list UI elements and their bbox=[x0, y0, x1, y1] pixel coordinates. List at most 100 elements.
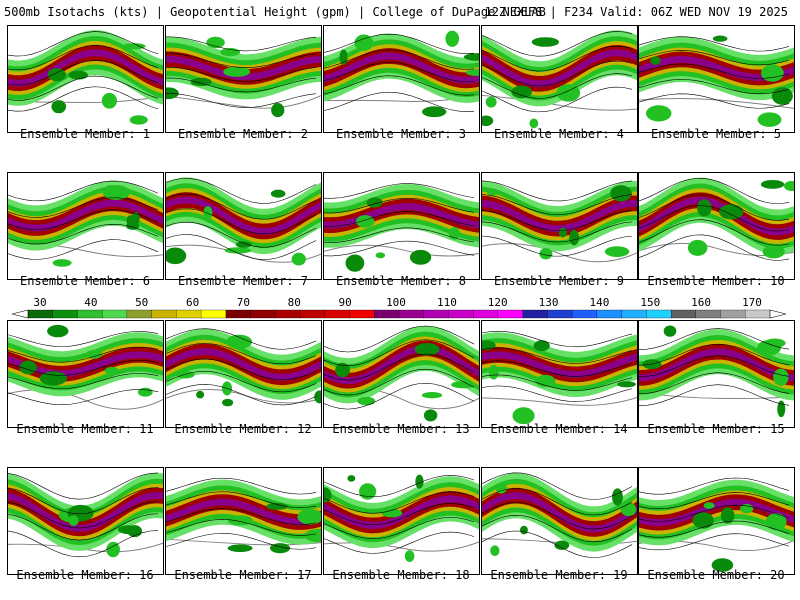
jet-stream-map bbox=[482, 180, 637, 263]
height-contour bbox=[482, 502, 633, 530]
height-contour bbox=[482, 330, 633, 348]
height-contour bbox=[482, 180, 633, 202]
ensemble-map-panel bbox=[7, 467, 164, 575]
height-contour bbox=[324, 198, 475, 214]
wind-speed-blob bbox=[620, 502, 637, 517]
height-contour bbox=[639, 63, 790, 79]
height-contour bbox=[166, 328, 317, 350]
height-contour bbox=[324, 491, 475, 514]
height-contour bbox=[482, 60, 633, 87]
colorbar-left-arrow bbox=[11, 309, 29, 319]
height-contour bbox=[324, 368, 475, 396]
ensemble-member-label: Ensemble Member: 18 bbox=[332, 568, 470, 582]
wind-speed-blob bbox=[663, 325, 677, 337]
colorbar-swatch bbox=[275, 309, 301, 319]
height-contour bbox=[8, 45, 159, 71]
height-contour bbox=[639, 50, 790, 66]
ensemble-member-label: Ensemble Member: 19 bbox=[490, 568, 628, 582]
wind-speed-blob bbox=[757, 112, 782, 127]
ensemble-member-label: Ensemble Member: 10 bbox=[647, 274, 785, 288]
jet-stream-map bbox=[8, 180, 163, 267]
colorbar-swatch bbox=[497, 309, 524, 319]
height-contour bbox=[324, 517, 475, 539]
height-contour bbox=[482, 210, 633, 231]
colorbar-tick-label: 90 bbox=[338, 296, 351, 309]
wind-speed-blob bbox=[487, 188, 498, 196]
ensemble-map-panel bbox=[7, 25, 164, 133]
wind-speed-blob bbox=[687, 239, 708, 256]
ensemble-member-label: Ensemble Member: 20 bbox=[647, 568, 785, 582]
colorbar-tick-label: 170 bbox=[742, 296, 762, 309]
height-contour bbox=[324, 353, 475, 381]
ensemble-map-panel bbox=[638, 172, 795, 280]
wind-speed-blob bbox=[52, 259, 72, 267]
wind-speed-blob bbox=[711, 558, 734, 572]
colorbar-swatch bbox=[670, 309, 697, 319]
height-contour bbox=[8, 530, 159, 558]
colorbar-tick-label: 30 bbox=[33, 296, 46, 309]
wind-speed-blob bbox=[68, 515, 79, 526]
ensemble-map-panel bbox=[165, 172, 322, 280]
ensemble-map-panel bbox=[165, 467, 322, 575]
ensemble-map-panel bbox=[481, 320, 638, 428]
wind-speed-blob bbox=[47, 324, 69, 338]
wind-speed-blob bbox=[463, 53, 479, 61]
coastline bbox=[482, 397, 637, 406]
wind-speed-blob bbox=[488, 364, 499, 380]
colorbar-swatch bbox=[423, 309, 450, 319]
height-contour bbox=[166, 358, 317, 380]
ensemble-member-label: Ensemble Member: 14 bbox=[490, 422, 628, 436]
wind-speed-blob bbox=[166, 247, 187, 265]
height-contour bbox=[8, 239, 159, 260]
colorbar-swatch bbox=[52, 309, 79, 319]
height-contour bbox=[166, 77, 317, 93]
height-contour bbox=[324, 227, 475, 243]
height-contour bbox=[8, 180, 159, 202]
wind-speed-blob bbox=[304, 529, 321, 543]
wind-speed-blob bbox=[650, 56, 661, 65]
coastline bbox=[166, 95, 321, 109]
height-contour bbox=[166, 178, 317, 204]
height-contour bbox=[166, 53, 317, 69]
height-contour bbox=[8, 75, 159, 101]
colorbar-swatch bbox=[398, 309, 425, 319]
wind-speed-blob bbox=[314, 390, 321, 404]
height-contour bbox=[639, 234, 790, 261]
wind-speed-blob bbox=[235, 241, 252, 248]
height-contour bbox=[324, 475, 475, 498]
height-contour bbox=[8, 31, 159, 57]
wind-speed-blob bbox=[355, 215, 375, 228]
wind-speed-blob bbox=[271, 103, 285, 118]
height-contour bbox=[324, 61, 475, 83]
coastline bbox=[482, 94, 637, 111]
wind-speed-blob bbox=[324, 487, 332, 503]
wind-speed-blob bbox=[227, 544, 253, 553]
height-contour bbox=[8, 209, 159, 230]
wind-speed-blob bbox=[520, 525, 528, 535]
wind-speed-blob bbox=[203, 206, 213, 220]
wind-speed-blob bbox=[129, 115, 148, 125]
wind-speed-blob bbox=[122, 43, 146, 50]
height-contour bbox=[324, 33, 475, 54]
height-contour bbox=[482, 515, 633, 543]
ensemble-member-label: Ensemble Member: 17 bbox=[174, 568, 312, 582]
wind-speed-blob bbox=[451, 381, 477, 389]
height-contour bbox=[324, 531, 475, 554]
colorbar-swatch bbox=[720, 309, 746, 319]
wind-speed-blob bbox=[692, 512, 714, 529]
colorbar-swatch bbox=[176, 309, 202, 319]
ensemble-map-panel bbox=[481, 25, 638, 133]
height-contour bbox=[166, 343, 317, 365]
height-contour bbox=[8, 359, 159, 376]
jet-stream-map bbox=[324, 325, 479, 422]
height-contour bbox=[8, 373, 159, 389]
colorbar-swatch bbox=[324, 309, 351, 319]
jet-stream-map bbox=[639, 477, 794, 572]
wind-speed-blob bbox=[423, 409, 438, 422]
ensemble-member-label: Ensemble Member: 1 bbox=[19, 127, 151, 141]
wind-speed-blob bbox=[720, 507, 735, 524]
jet-stream-map bbox=[166, 328, 321, 407]
ensemble-map-panel bbox=[323, 25, 480, 133]
wind-speed-blob bbox=[760, 179, 785, 189]
wind-speed-blob bbox=[421, 392, 443, 399]
